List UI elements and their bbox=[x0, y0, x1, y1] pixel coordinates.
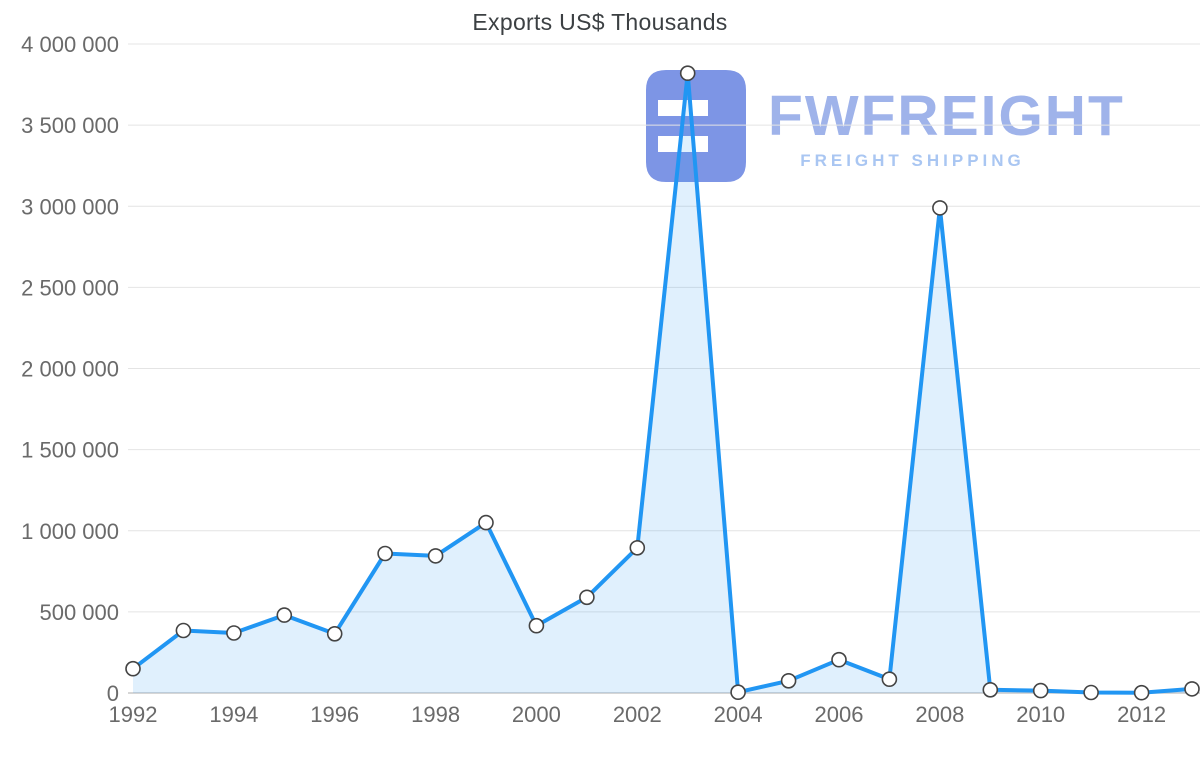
watermark-tagline: FREIGHT SHIPPING bbox=[800, 151, 1025, 170]
x-tick-label: 2008 bbox=[915, 702, 964, 727]
data-point-2004[interactable] bbox=[730, 684, 746, 701]
data-point-1996[interactable] bbox=[326, 625, 343, 642]
x-tick-label: 1992 bbox=[109, 702, 158, 727]
watermark-text: FWFREIGHT FREIGHT SHIPPING bbox=[768, 70, 1125, 171]
y-tick-label: 3 500 000 bbox=[21, 113, 119, 138]
series-line bbox=[131, 71, 1194, 695]
x-tick-label: 2012 bbox=[1117, 702, 1166, 727]
y-tick-label: 0 bbox=[107, 681, 119, 706]
x-tick-label: 2002 bbox=[613, 702, 662, 727]
data-point-2011[interactable] bbox=[1083, 684, 1099, 701]
data-point-1992[interactable] bbox=[125, 660, 141, 677]
data-point-2012[interactable] bbox=[1133, 684, 1150, 701]
data-point-2000[interactable] bbox=[528, 617, 545, 634]
y-tick-label: 1 500 000 bbox=[21, 438, 119, 463]
x-tick-label: 2000 bbox=[512, 702, 561, 727]
fwfreight-watermark: FWFREIGHT FREIGHT SHIPPING bbox=[646, 70, 1125, 182]
data-point-1999[interactable] bbox=[478, 514, 494, 531]
y-tick-label: 3 000 000 bbox=[21, 194, 119, 219]
x-tick-label: 1994 bbox=[209, 702, 258, 727]
y-tick-label: 2 500 000 bbox=[21, 275, 119, 300]
area-fill bbox=[133, 73, 1192, 693]
y-tick-label: 2 000 000 bbox=[21, 357, 119, 382]
data-point-2006[interactable] bbox=[831, 651, 847, 668]
data-point-2001[interactable] bbox=[579, 589, 595, 606]
data-point-1994[interactable] bbox=[226, 625, 242, 641]
chart-title: Exports US$ Thousands bbox=[472, 9, 728, 35]
x-tick-label: 2004 bbox=[714, 702, 763, 727]
x-tick-label: 2010 bbox=[1016, 702, 1065, 727]
data-point-2008[interactable] bbox=[932, 200, 948, 216]
y-tick-label: 4 000 000 bbox=[21, 32, 119, 57]
data-point-1995[interactable] bbox=[276, 607, 293, 623]
data-point-2010[interactable] bbox=[1032, 682, 1049, 699]
x-tick-label: 2006 bbox=[815, 702, 864, 727]
fwfreight-logo-icon bbox=[646, 70, 746, 182]
y-tick-label: 1 000 000 bbox=[21, 519, 119, 544]
data-point-1997[interactable] bbox=[377, 545, 393, 562]
data-point-2003[interactable] bbox=[679, 65, 696, 81]
x-tick-label: 1996 bbox=[310, 702, 359, 727]
data-point-2007[interactable] bbox=[881, 671, 898, 688]
x-tick-label: 1998 bbox=[411, 702, 460, 727]
data-point-2013[interactable] bbox=[1184, 681, 1200, 697]
data-point-2005[interactable] bbox=[780, 672, 797, 689]
data-point-1993[interactable] bbox=[175, 622, 192, 639]
watermark-brand: FWFREIGHT bbox=[768, 84, 1125, 148]
data-point-1998[interactable] bbox=[427, 548, 444, 564]
data-point-2002[interactable] bbox=[629, 539, 646, 556]
data-point-2009[interactable] bbox=[982, 681, 999, 698]
y-tick-label: 500 000 bbox=[39, 600, 119, 625]
